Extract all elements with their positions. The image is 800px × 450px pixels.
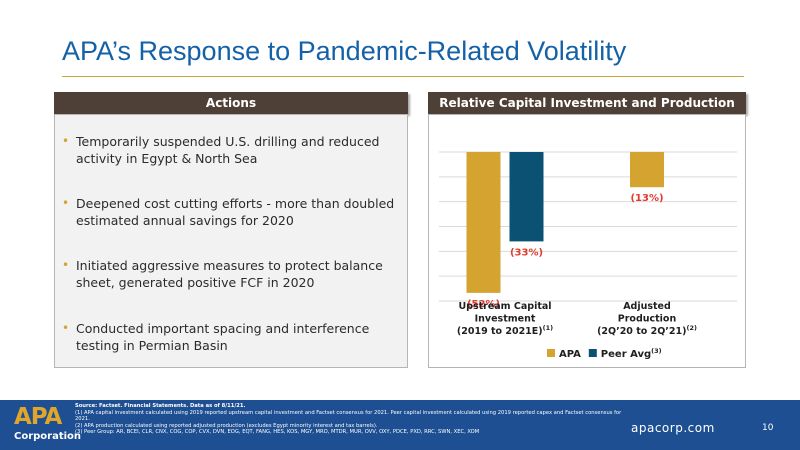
website-link[interactable]: apacorp.com — [631, 421, 715, 435]
category-label: Adjusted — [623, 301, 671, 312]
bullet-icon: • — [62, 196, 70, 210]
legend-swatch-apa — [547, 349, 555, 357]
footnote-1: (1) APA capital investment calculated us… — [75, 409, 622, 423]
company-logo: APA — [14, 404, 62, 430]
data-label: (33%) — [510, 247, 543, 258]
bar-chart: (52%) (33%) Upstream Capital Investment(201… — [439, 151, 737, 360]
action-bullet: • Conducted important spacing and interf… — [62, 320, 398, 354]
legend-swatch-peer-avg — [588, 349, 597, 357]
data-label: (52%) — [467, 299, 500, 310]
footnotes: Source: Factset. Financial Statements. D… — [75, 403, 635, 436]
action-text: Temporarily suspended U.S. drilling and … — [76, 134, 380, 166]
action-text: Conducted important spacing and interfer… — [76, 321, 370, 353]
bullet-icon: • — [62, 134, 70, 148]
legend-footnote-ref: (3) — [651, 347, 661, 355]
action-text: Deepened cost cutting efforts - more tha… — [76, 196, 395, 228]
action-bullet: • Initiated aggressive measures to prote… — [62, 257, 398, 291]
action-text: Initiated aggressive measures to protect… — [76, 258, 383, 290]
category-label: Production — [618, 314, 677, 325]
chart-title: Relative Capital Investment and Producti… — [428, 92, 746, 132]
page-title: APA’s Response to Pandemic-Related Volat… — [62, 36, 627, 66]
action-bullet: • Deepened cost cutting efforts - more t… — [62, 195, 398, 229]
source-note: Source: Factset. Financial Statements. D… — [75, 403, 246, 409]
legend-label: Peer Avg(3) — [601, 347, 662, 360]
chart-panel: (52%) (33%) Upstream Capital Investment (201… — [428, 114, 746, 368]
bullet-icon: • — [62, 258, 70, 272]
category-label: (2Q’20 to 2Q’21)(2) — [597, 324, 697, 337]
category-label: (2019 to 2021E)(1) — [457, 324, 553, 337]
bar-apa — [630, 152, 664, 188]
legend-label: APA — [559, 349, 581, 360]
page-number: 10 — [762, 423, 774, 433]
footer-bar — [0, 400, 800, 450]
category-footnote-ref: (1) — [543, 324, 553, 332]
bar-apa — [466, 152, 501, 293]
actions-panel: • Temporarily suspended U.S. drilling an… — [54, 114, 408, 368]
bar-peer-avg — [509, 152, 544, 242]
data-label: (13%) — [630, 193, 663, 204]
company-logo-subtitle: Corporation — [14, 431, 82, 442]
footnote-2: (2) APA production calculated using repo… — [75, 422, 378, 429]
category-label: Upstream Capital — [458, 301, 551, 312]
actions-heading: Actions — [54, 92, 408, 114]
category-footnote-ref: (2) — [686, 324, 696, 332]
category-label: Investment — [475, 314, 536, 325]
bullet-icon: • — [62, 321, 70, 335]
footnote-3: (3) Peer Group: AR, BCEI, CLR, CNX, COG,… — [75, 429, 480, 436]
title-divider — [62, 76, 744, 77]
action-bullet: • Temporarily suspended U.S. drilling an… — [62, 133, 398, 167]
